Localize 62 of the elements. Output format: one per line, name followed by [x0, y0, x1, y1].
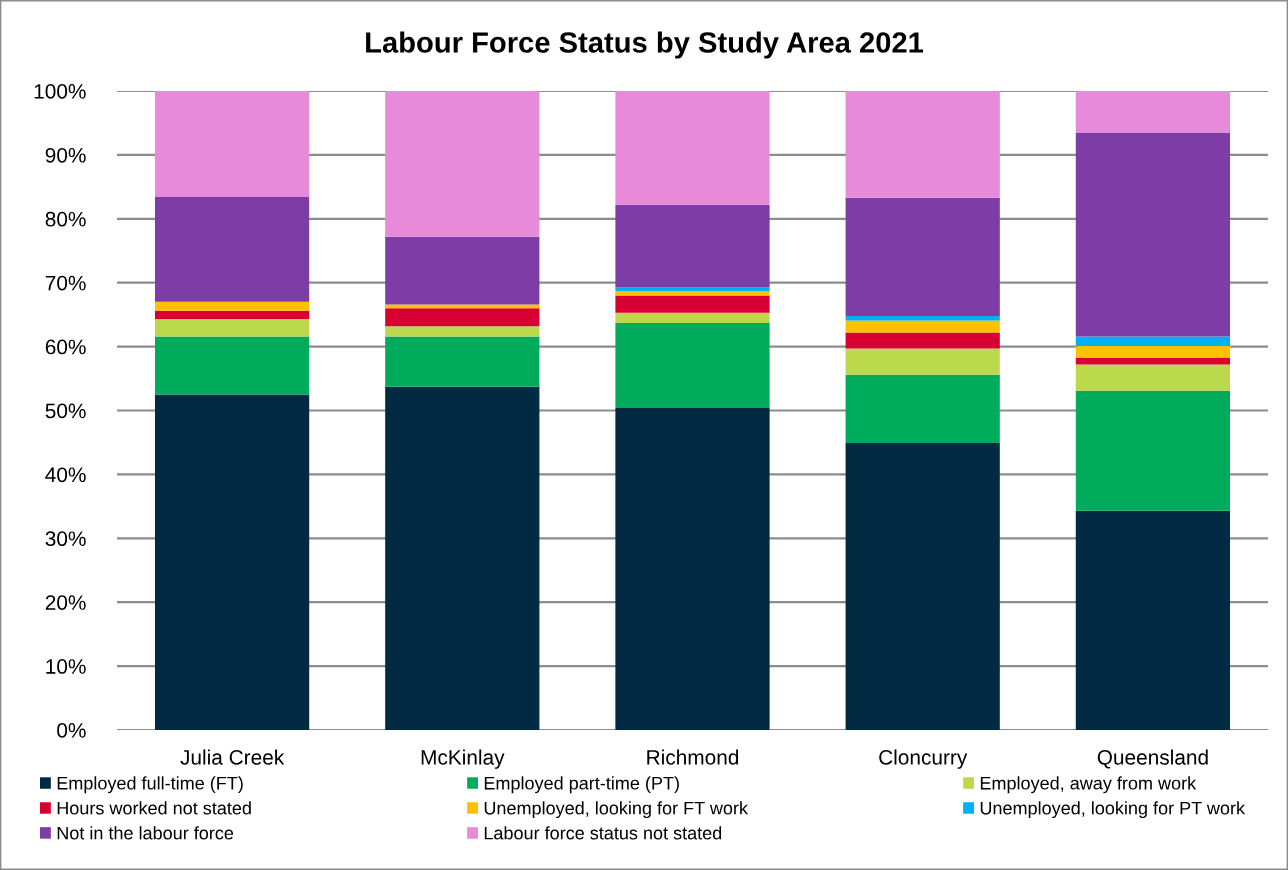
- bar: [385, 326, 540, 337]
- bar: [615, 312, 770, 323]
- legend-label: Labour force status not stated: [484, 826, 722, 840]
- legend-label: Employed, away from work: [980, 776, 1197, 794]
- bar: [845, 443, 1000, 730]
- bar: [615, 295, 770, 313]
- bar: [154, 394, 310, 730]
- bar: [154, 91, 310, 198]
- bar: [1075, 132, 1231, 337]
- x-tick-label: Julia Creek: [180, 749, 285, 765]
- y-tick-label: 0%: [57, 723, 86, 738]
- bar: [1075, 336, 1231, 346]
- x-tick-label: Richmond: [647, 749, 739, 765]
- bar: [615, 291, 770, 296]
- y-tick-label: 30%: [45, 531, 86, 547]
- legend-label: Not in the labour force: [57, 826, 234, 840]
- y-tick-label: 70%: [45, 275, 86, 291]
- y-tick-label: 50%: [45, 403, 86, 419]
- bar: [1075, 390, 1231, 511]
- chart-title: Labour Force Status by Study Area 2021: [366, 31, 924, 59]
- y-tick-label: 60%: [45, 339, 86, 355]
- x-tick-label: Queensland: [1097, 749, 1208, 769]
- bar: [615, 204, 770, 288]
- bar: [385, 304, 540, 309]
- bar: [385, 386, 540, 730]
- bar: [154, 310, 310, 320]
- bar: [1075, 510, 1231, 730]
- y-tick-label: 10%: [46, 659, 86, 674]
- legend-label: Employed full-time (FT): [57, 776, 243, 794]
- y-tick-label: 80%: [45, 211, 86, 227]
- bar: [615, 91, 770, 205]
- y-tick-label: 90%: [45, 147, 86, 163]
- bar: [385, 236, 540, 305]
- bar: [1075, 358, 1231, 365]
- bar: [615, 407, 770, 730]
- bar: [154, 197, 310, 302]
- bar: [1075, 91, 1231, 133]
- legend-label: Unemployed, looking for FT work: [484, 801, 748, 819]
- bar: [385, 91, 540, 237]
- bar: [154, 336, 310, 395]
- bar: [615, 322, 770, 408]
- bar: [845, 197, 1000, 316]
- bar: [845, 320, 1000, 333]
- bar: [1075, 364, 1231, 391]
- bar: [154, 301, 310, 311]
- y-tick-label: 40%: [45, 467, 86, 483]
- y-tick-label: 100%: [34, 84, 86, 99]
- bar: [845, 374, 1000, 444]
- bar: [615, 287, 770, 292]
- bar: [845, 91, 1000, 198]
- bar: [1075, 345, 1231, 359]
- y-tick-label: 20%: [45, 595, 86, 610]
- bar: [845, 348, 1000, 375]
- bar: [385, 308, 540, 327]
- legend-label: Employed part-time (PT): [484, 776, 679, 794]
- bar: [385, 336, 540, 387]
- bar: [154, 319, 310, 337]
- bar: [845, 332, 1000, 349]
- legend-label: Hours worked not stated: [57, 801, 251, 815]
- x-tick-label: Cloncurry: [879, 749, 968, 769]
- legend-label: Unemployed, looking for PT work: [980, 801, 1246, 819]
- x-tick-label: McKinlay: [421, 749, 505, 769]
